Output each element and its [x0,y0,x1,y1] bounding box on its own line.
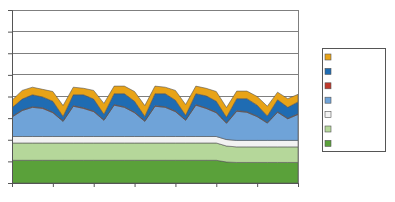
y-tick-mark [8,97,12,98]
legend-swatch [325,112,331,118]
legend-swatch [325,140,331,146]
x-tick-mark [94,183,95,187]
x-tick [175,183,176,187]
grid [12,10,298,183]
legend-swatch [325,83,331,89]
y-tick [8,140,12,141]
y-tick [8,10,12,11]
x-tick [216,183,217,187]
area-series [12,86,298,117]
y-tick [8,118,12,119]
x-tick-mark [135,183,136,187]
x-tick-mark [175,183,176,187]
x-tick [298,183,299,187]
grid-line [12,74,298,75]
y-tick [8,161,12,162]
grid-line [12,53,298,54]
x-tick-mark [216,183,217,187]
y-tick-mark [8,75,12,76]
legend [322,48,385,152]
x-tick [257,183,258,187]
y-tick-mark [8,140,12,141]
x-tick-mark [53,183,54,187]
x-tick-mark [12,183,13,187]
x-tick [53,183,54,187]
y-tick-mark [8,10,12,11]
x-tick-mark [298,183,299,187]
y-tick [8,75,12,76]
chart [0,0,395,202]
x-tick [94,183,95,187]
x-tick [135,183,136,187]
x-tick [12,183,13,187]
y-axis [8,11,13,184]
legend-swatch [325,97,331,103]
legend-swatch [325,126,331,132]
plot [8,10,299,187]
area-series [12,160,298,183]
y-tick-mark [8,183,12,184]
areas [12,86,298,183]
y-tick-mark [8,118,12,119]
grid-line [12,31,298,32]
y-tick [8,32,12,33]
x-axis-line [13,184,299,188]
x-axis [13,183,299,187]
legend-swatch [325,54,331,60]
y-tick-mark [8,161,12,162]
legend-swatch [325,68,331,74]
y-axis-line [8,11,13,184]
y-tick [8,53,12,54]
x-tick-mark [257,183,258,187]
y-tick-mark [8,53,12,54]
legend-frame [322,48,385,152]
y-tick [8,97,12,98]
y-tick [8,183,12,184]
plot-frame [12,10,298,183]
y-tick-mark [8,32,12,33]
